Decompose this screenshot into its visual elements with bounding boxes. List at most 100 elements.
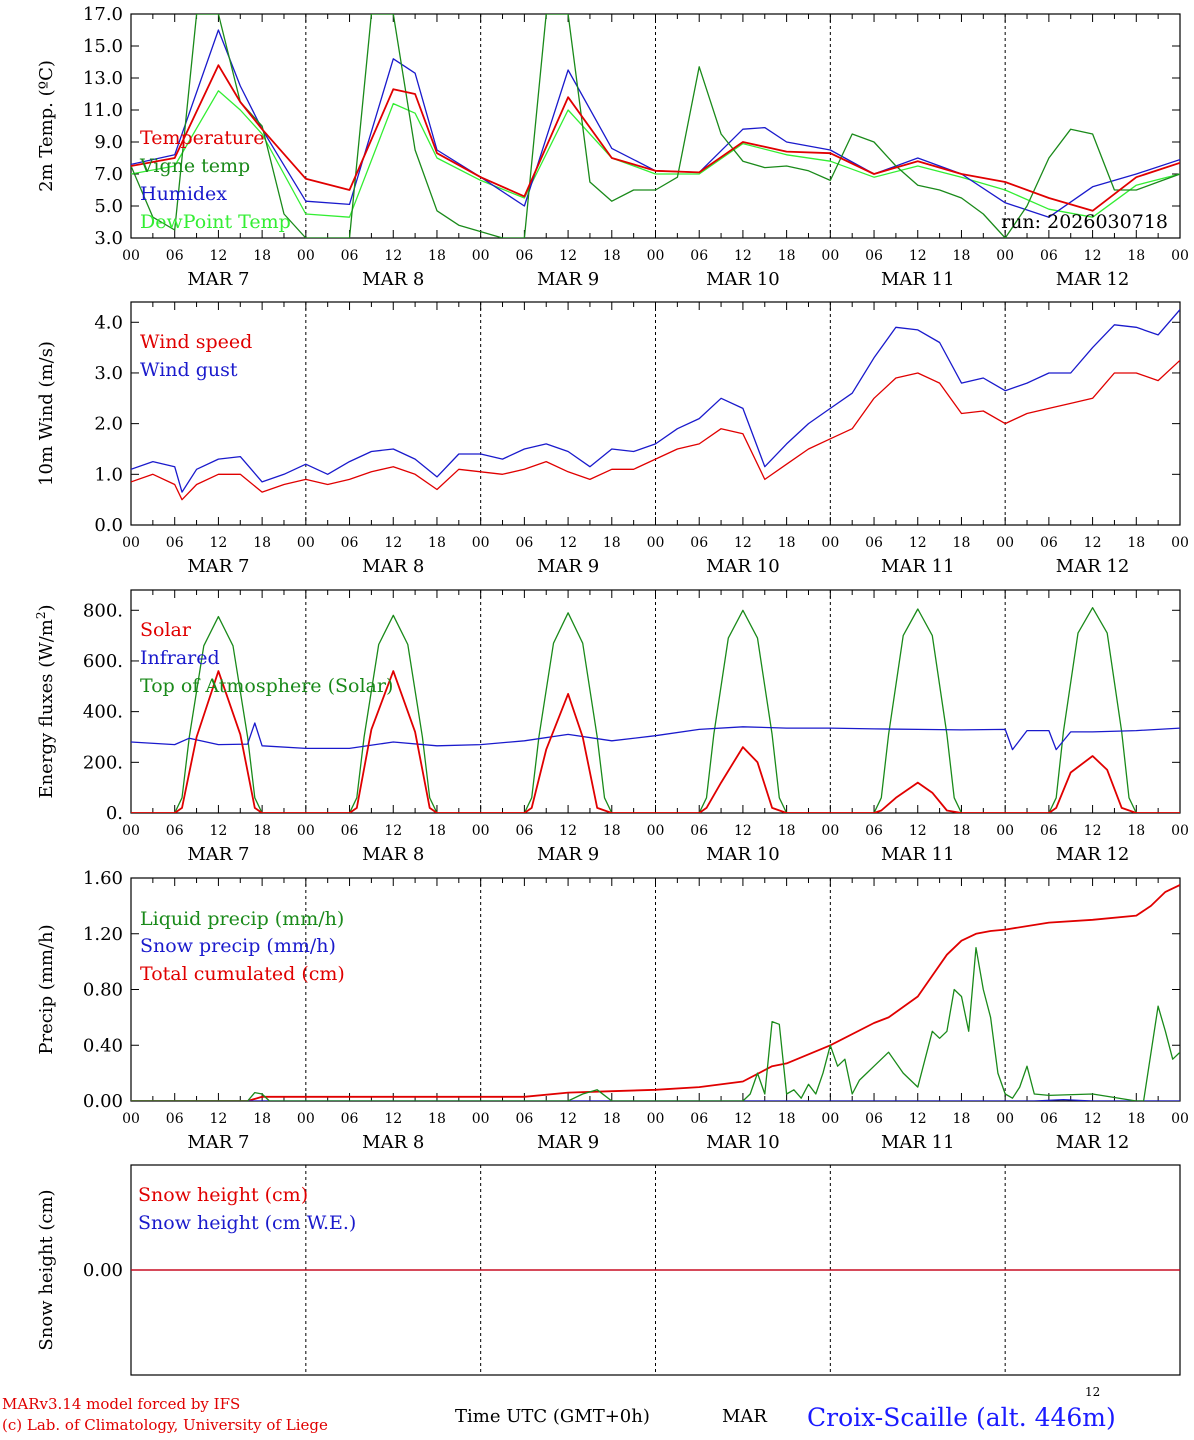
hour-tick-label: 06 [341,535,359,551]
y-tick-label: 200. [83,752,123,773]
y-axis-title: Snow height (cm) [36,1189,57,1350]
day-label: MAR 9 [537,269,599,290]
hour-tick-label: 12 [559,823,577,839]
hour-tick-label: 00 [472,823,490,839]
hour-tick-label: 00 [647,1111,665,1127]
y-tick-label: 2.0 [94,414,123,435]
day-label: MAR 9 [537,556,599,577]
series-line [131,947,1180,1101]
y-tick-label: 11.0 [83,100,123,121]
hour-tick-label: 12 [210,535,228,551]
day-label: MAR 9 [537,844,599,865]
panel-frame [130,589,1181,814]
day-label: MAR 12 [1056,269,1130,290]
hour-tick-label: 06 [1040,248,1058,264]
hour-tick-label: 12 [559,1111,577,1127]
hour-tick-label: 12 [909,248,927,264]
hour-tick-label: 12 [909,1111,927,1127]
hour-tick-label: 18 [603,248,621,264]
day-label: MAR 12 [1056,844,1130,865]
day-label: MAR 11 [881,556,955,577]
y-tick-label: 15.0 [83,36,123,57]
hour-tick-label: 06 [341,1111,359,1127]
hour-tick-label: 00 [821,1111,839,1127]
hour-tick-label: 18 [428,823,446,839]
hour-tick-label: 18 [603,823,621,839]
day-label: MAR 12 [1056,1132,1130,1153]
day-label: MAR 10 [706,556,780,577]
series-line [131,359,1180,501]
hour-tick-label: 18 [778,1111,796,1127]
series-line [131,309,1180,493]
series-group [131,14,1180,238]
hour-tick-label: 18 [1127,535,1145,551]
series-line [131,29,1180,218]
y-tick-label: 17.0 [83,4,123,25]
series-group [131,309,1180,501]
day-label: MAR 7 [187,844,249,865]
hour-tick-label: 12 [1084,1111,1102,1127]
hour-tick-label: 12 [1084,248,1102,264]
hour-tick-label: 06 [865,535,883,551]
hour-tick-label: 06 [865,823,883,839]
legend-entry: Humidex [140,183,227,205]
hour-tick-label: 06 [166,823,184,839]
y-tick-label: 3.0 [94,228,123,249]
day-label: MAR 7 [187,1132,249,1153]
hour-tick-label: 00 [297,1111,315,1127]
hour-tick-label: 12 [384,823,402,839]
hour-tick-label: 12 [909,823,927,839]
hour-tick-label: 00 [821,823,839,839]
y-tick-label: 800. [83,600,123,621]
hour-tick-label: 00 [1171,1111,1189,1127]
day-label: MAR 8 [362,269,424,290]
legend-entry: Infrared [140,647,220,669]
hour-tick-label: 12 [734,248,752,264]
hour-tick-label: 00 [122,823,140,839]
hour-tick-label: 18 [953,248,971,264]
hour-tick-label: 12 [384,535,402,551]
panel-2: 00 06 12 18 00 06 12 18 00 06 12 18 00 06 12 18 00 06 12 18… [36,301,1189,577]
hour-tick-label: 06 [166,535,184,551]
hour-tick-label: 18 [1127,823,1145,839]
hour-tick-label: 12 [559,535,577,551]
hour-tick-label: 00 [647,248,665,264]
day-label: MAR 8 [362,844,424,865]
footer-day-superscript: 12 [1085,1385,1101,1399]
legend-entry: Liquid precip (mm/h) [140,908,344,930]
hour-tick-label: 06 [515,823,533,839]
y-tick-label: 9.0 [94,132,123,153]
day-label: MAR 11 [881,844,955,865]
hour-tick-label: 18 [778,823,796,839]
legend-entry: Top of Atmosphere (Solar) [140,675,393,697]
hour-tick-label: 06 [166,248,184,264]
hour-tick-label: 12 [909,535,927,551]
hour-tick-label: 12 [734,1111,752,1127]
hour-tick-label: 18 [778,535,796,551]
legend-entry: Solar [140,619,192,641]
hour-tick-label: 06 [1040,1111,1058,1127]
legend-entry: Snow height (cm) [138,1184,308,1206]
series-line [131,14,1180,238]
hour-tick-label: 00 [647,535,665,551]
hour-tick-label: 06 [341,823,359,839]
y-tick-label: 4.0 [94,312,123,333]
hour-tick-label: 06 [690,248,708,264]
hour-tick-label: 00 [122,535,140,551]
run-annotation: run: 2026030718 [1001,211,1168,233]
hour-tick-label: 00 [996,535,1014,551]
y-tick-label: 0.40 [83,1035,123,1056]
panel-frame [130,13,1181,239]
hour-tick-label: 18 [603,1111,621,1127]
day-label: MAR 8 [362,1132,424,1153]
series-line [131,884,1180,1101]
day-label: MAR 7 [187,269,249,290]
hour-tick-label: 00 [1171,535,1189,551]
legend-entry: Snow precip (mm/h) [140,935,336,957]
hour-tick-label: 12 [210,248,228,264]
hour-tick-label: 00 [1171,248,1189,264]
y-tick-label: 0.00 [83,1260,123,1281]
hour-tick-label: 00 [821,535,839,551]
y-tick-label: 0. [106,803,123,824]
hour-tick-label: 18 [253,535,271,551]
